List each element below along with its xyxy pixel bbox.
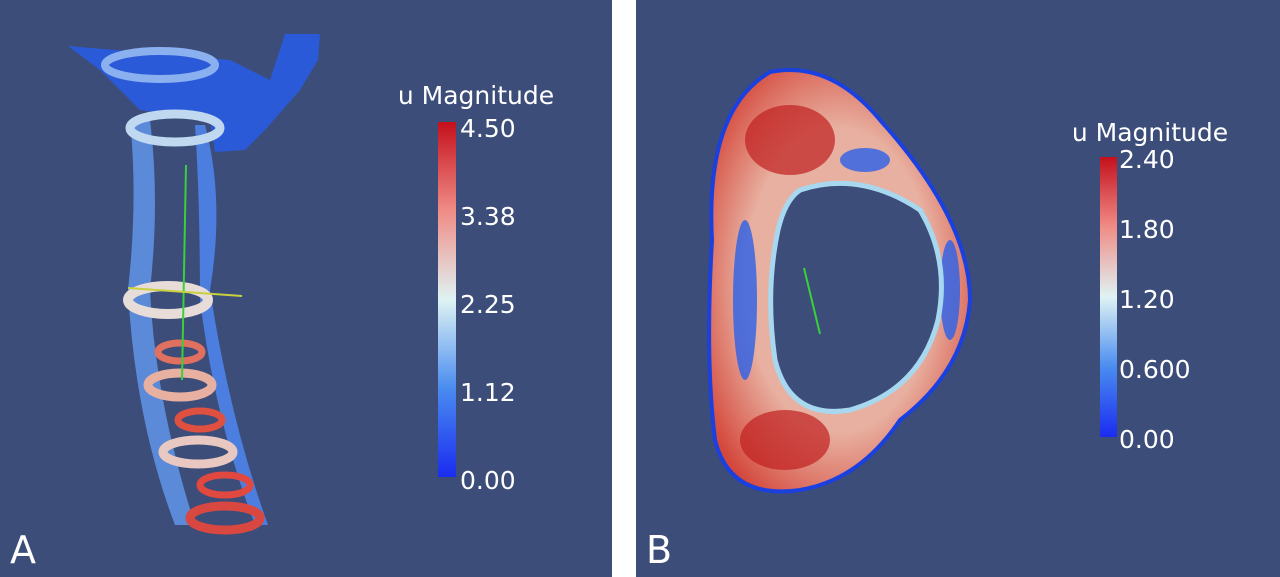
model-a: [68, 34, 320, 535]
colorbar-tick-label: 2.25: [460, 290, 516, 319]
colorbar-title: u Magnitude: [1072, 118, 1228, 147]
colorbar-tick-label: 3.38: [460, 202, 516, 231]
colorbar-tick-label: 0.00: [460, 466, 516, 495]
colorbar-tick-label: 4.50: [460, 114, 516, 143]
panel-letter: A: [10, 528, 36, 572]
colorbar-tick-label: 1.12: [460, 378, 516, 407]
panel-a-bg: [0, 0, 612, 577]
colorbar-tick-label: 1.20: [1119, 285, 1175, 314]
colorbar-title: u Magnitude: [398, 81, 554, 110]
model-b: [707, 68, 973, 494]
colorbar-b: [1100, 157, 1117, 437]
colorbar-tick-label: 0.00: [1119, 425, 1175, 454]
panel-letter: B: [646, 528, 672, 572]
colorbar-a: [438, 122, 456, 477]
colorbar-tick-label: 0.600: [1119, 355, 1191, 384]
colorbar-tick-label: 2.40: [1119, 145, 1175, 174]
colorbar-tick-label: 1.80: [1119, 215, 1175, 244]
